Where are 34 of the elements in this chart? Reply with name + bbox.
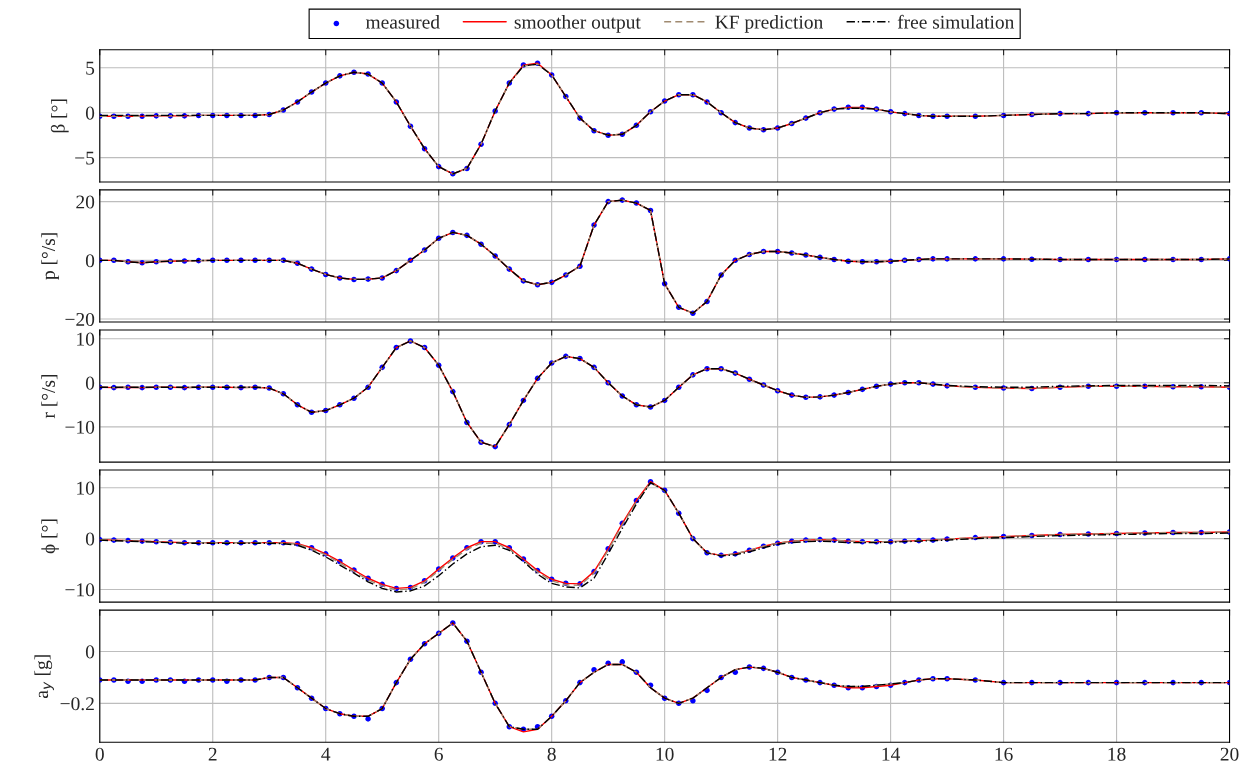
y-axis-title: p [°/s] [41, 233, 59, 280]
y-tick-label: 5 [86, 61, 95, 75]
y-tick-label: 10 [77, 332, 95, 346]
legend-label: smoother output [514, 15, 641, 33]
y-tick-label: −20 [65, 312, 95, 326]
x-tick-label: 8 [547, 747, 556, 761]
y-axis-title: ϕ [°] [41, 519, 59, 554]
y-tick-label: 20 [76, 195, 95, 209]
x-tick-label: 12 [769, 747, 787, 761]
x-tick-label: 16 [995, 747, 1013, 761]
x-tick-label: 2 [208, 747, 217, 761]
legend-label: measured [365, 15, 440, 29]
y-axis-title: a$_{y}$ [g] [34, 655, 54, 699]
x-tick-label: 4 [321, 747, 331, 761]
y-tick-label: 0 [85, 106, 95, 120]
x-tick-label: 10 [656, 747, 674, 761]
y-axis-title: β [°] [50, 99, 69, 133]
y-tick-label: 0 [85, 376, 95, 390]
x-tick-label: 20 [1220, 747, 1239, 761]
y-tick-label: −5 [75, 151, 95, 165]
y-tick-label: 0 [85, 532, 95, 546]
y-tick-label: −10 [65, 583, 95, 597]
y-tick-label: −0.2 [60, 697, 94, 711]
legend-label: KF prediction [715, 15, 823, 33]
legend-label: free simulation [897, 14, 1015, 29]
x-tick-label: 14 [882, 747, 901, 761]
x-tick-label: 6 [434, 747, 443, 761]
y-tick-label: −10 [65, 420, 95, 434]
y-axis-title: r [°/s] [41, 374, 58, 419]
x-tick-label: 0 [95, 747, 104, 761]
x-tick-label: 18 [1108, 747, 1126, 761]
y-tick-label: 0 [85, 254, 95, 268]
y-tick-label: 10 [77, 481, 95, 495]
y-tick-label: 0 [85, 645, 95, 659]
